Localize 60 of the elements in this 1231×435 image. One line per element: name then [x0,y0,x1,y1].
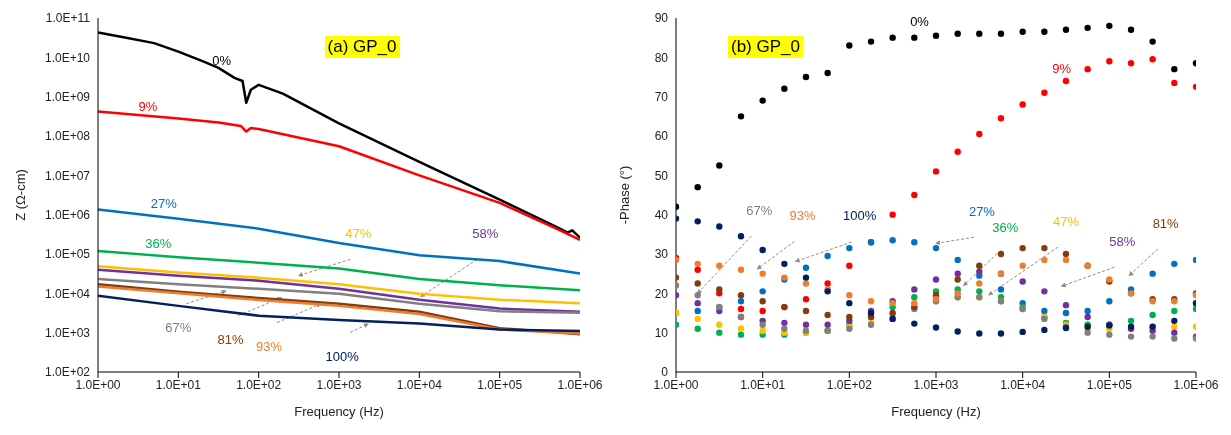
x-tick-label: 1.0E+02 [826,377,873,392]
series-label: 0% [910,14,930,30]
x-tick-label: 1.0E+00 [653,377,699,392]
text: 81% [1152,215,1180,231]
y-tick-label: 1.0E+10 [44,50,91,65]
y-tick-label: 1.0E+04 [44,286,91,301]
y-axis-title: -Phase (°) [616,165,632,225]
x-tick-label: 1.0E+04 [396,377,443,392]
x-tick-label: 1.0E+03 [913,377,959,392]
text: (b) GP_0 [728,35,803,58]
y-tick-label: 20 [654,286,669,301]
text: 58% [472,225,499,241]
text: 47% [345,225,372,241]
y-tick-label: 1.0E+11 [45,11,91,26]
y-tick-label: 50 [654,168,669,183]
x-tick-label: 1.0E+01 [155,377,202,392]
x-tick-label: 1.0E+00 [75,377,121,392]
x-tick-label: 1.0E+06 [1173,377,1219,392]
y-tick-label: 1.0E+02 [44,365,91,380]
series-label: 27% [150,195,178,211]
y-tick-label: 60 [654,129,669,144]
y-tick-label: 0 [661,365,669,380]
text: 67% [165,320,192,336]
text: (a) GP_0 [324,35,400,58]
y-tick-label: 80 [654,50,669,65]
x-tick-label: 1.0E+01 [740,377,786,392]
y-tick-label: 1.0E+05 [44,247,91,262]
y-tick-label: 40 [654,207,669,222]
series-label: 36% [145,236,172,252]
text: 100% [325,348,360,364]
text: 93% [256,339,283,355]
series-label: 9% [1052,60,1072,76]
y-tick-label: 1.0E+07 [44,168,91,183]
text: 58% [1109,233,1136,249]
text: 81% [217,331,244,347]
x-axis-title: Frequency (Hz) [891,404,981,419]
text: 47% [1052,213,1080,229]
x-tick-label: 1.0E+05 [477,377,523,392]
y-tick-label: 70 [654,89,669,104]
x-tick-label: 1.0E+05 [1086,377,1133,392]
text: 93% [789,207,816,223]
x-axis-title: Frequency (Hz) [294,404,384,419]
y-tick-label: 1.0E+06 [44,207,91,222]
series-label: 0% [212,53,232,69]
text: 100% [843,208,877,224]
x-tick-label: 1.0E+04 [1000,377,1046,392]
y-axis-title: Z (Ω-cm) [12,169,28,221]
series-label: 9% [138,99,158,115]
text: 36% [992,219,1019,235]
y-tick-label: 30 [654,247,669,262]
text: 27% [968,203,996,219]
y-tick-label: 1.0E+09 [44,89,91,104]
x-tick-label: 1.0E+02 [236,377,282,392]
y-tick-label: 10 [654,325,669,340]
x-tick-label: 1.0E+06 [557,377,603,392]
text: 67% [746,202,773,218]
y-tick-label: 1.0E+03 [44,325,91,340]
y-tick-label: 90 [654,11,669,26]
y-tick-label: 1.0E+08 [44,129,91,144]
x-tick-label: 1.0E+03 [316,377,362,392]
